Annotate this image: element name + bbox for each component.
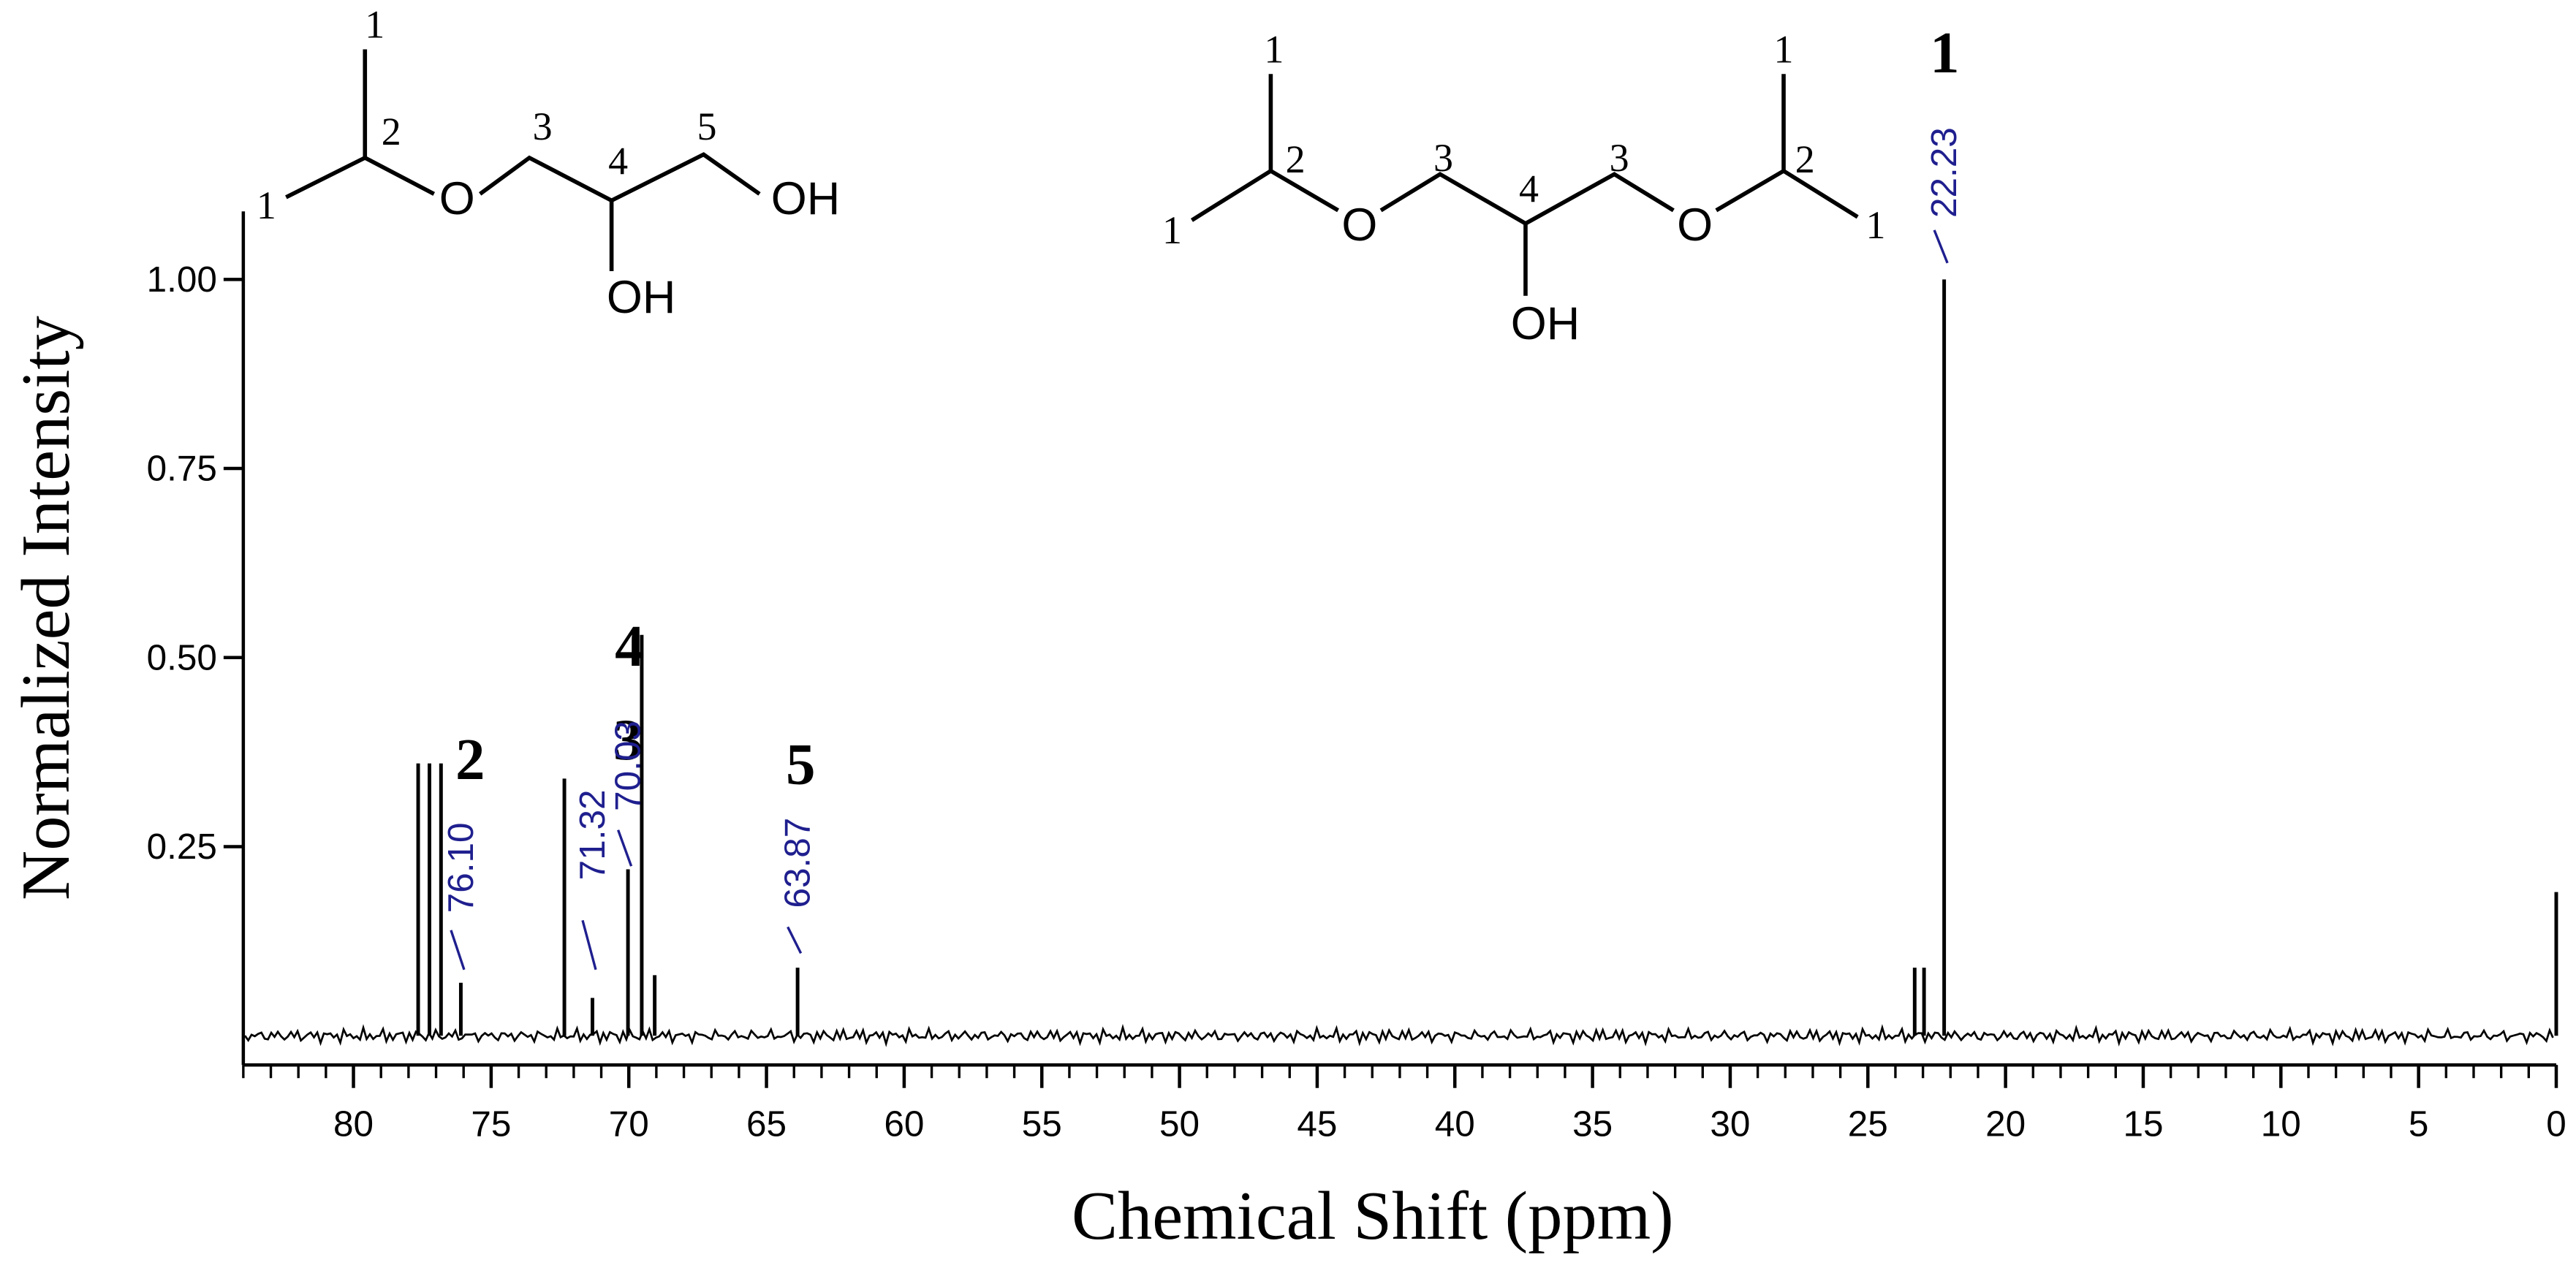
assignment: 3 [613, 707, 643, 772]
x-tick-label: 5 [2409, 1104, 2429, 1144]
peak-label: 63.87 [778, 818, 818, 908]
atom-label: 4 [1519, 167, 1539, 211]
atom-label: 1 [257, 183, 276, 227]
peak-label: 70.03 [608, 721, 648, 811]
atom-label: 1 [1774, 27, 1794, 71]
peak-label-leader [450, 930, 466, 971]
atom-label: 4 [608, 139, 628, 183]
bond [1715, 168, 1859, 219]
atom-label: 1 [1865, 203, 1885, 247]
atom-label: O [1341, 200, 1377, 251]
atom-label: O [1677, 200, 1713, 251]
atom-label: OH [607, 272, 675, 323]
y-tick-label: 0.75 [147, 449, 217, 489]
atom-label: 1 [365, 3, 384, 47]
atom-label: 3 [1610, 136, 1629, 180]
bond [285, 155, 436, 200]
x-tick-label: 30 [1710, 1104, 1750, 1144]
peak-label: 71.32 [572, 790, 613, 881]
x-tick-label: 0 [2546, 1104, 2566, 1144]
assignment: 5 [786, 732, 815, 797]
peak-label: 22.23 [1924, 127, 1964, 218]
y-axis-title: Normalized Intensity [8, 316, 84, 900]
atom-label: 3 [1433, 136, 1453, 180]
atom-label: OH [1511, 298, 1580, 349]
assignment: 1 [1930, 20, 1959, 86]
peak-label-leader [581, 919, 597, 971]
peak-label: 76.10 [441, 822, 481, 913]
peak-label-leader [617, 829, 633, 867]
x-tick-label: 55 [1022, 1104, 1062, 1144]
x-tick-label: 35 [1572, 1104, 1613, 1144]
x-tick-label: 50 [1159, 1104, 1200, 1144]
atom-label: 3 [533, 105, 553, 148]
x-tick-label: 65 [746, 1104, 787, 1144]
assignment: 4 [615, 613, 644, 679]
atom-label: 2 [1795, 137, 1815, 181]
x-tick-label: 20 [1985, 1104, 2026, 1144]
y-tick-label: 0.25 [147, 827, 217, 867]
atom-label: 5 [697, 105, 717, 148]
x-axis-title: Chemical Shift (ppm) [1072, 1178, 1674, 1254]
atom-label: OH [771, 173, 840, 224]
x-tick-label: 40 [1435, 1104, 1475, 1144]
x-tick-label: 70 [609, 1104, 649, 1144]
x-tick-label: 80 [333, 1104, 374, 1144]
atom-label: 1 [1162, 208, 1182, 252]
peak-label-leader [787, 926, 803, 954]
y-tick-label: 1.00 [147, 259, 217, 300]
x-tick-label: 75 [471, 1104, 511, 1144]
x-tick-label: 60 [884, 1104, 924, 1144]
y-tick-label: 0.50 [147, 637, 217, 677]
structure: 1 2 1 O 3 4 OH 3 O 2 1 1 [1162, 27, 1885, 349]
structure: 1 2 1 O 3 4 OH 5 OH [257, 3, 840, 323]
peak-label-leader [1933, 229, 1949, 264]
atom-label: 2 [382, 110, 401, 153]
bond [1190, 168, 1340, 222]
x-tick-label: 10 [2261, 1104, 2301, 1144]
atom-label: 1 [1264, 27, 1284, 71]
x-tick-label: 15 [2123, 1104, 2163, 1144]
assignment: 2 [455, 726, 485, 792]
x-tick-label: 45 [1297, 1104, 1337, 1144]
atom-label: O [439, 173, 475, 224]
x-tick-label: 25 [1848, 1104, 1888, 1144]
atom-label: 2 [1286, 137, 1306, 181]
